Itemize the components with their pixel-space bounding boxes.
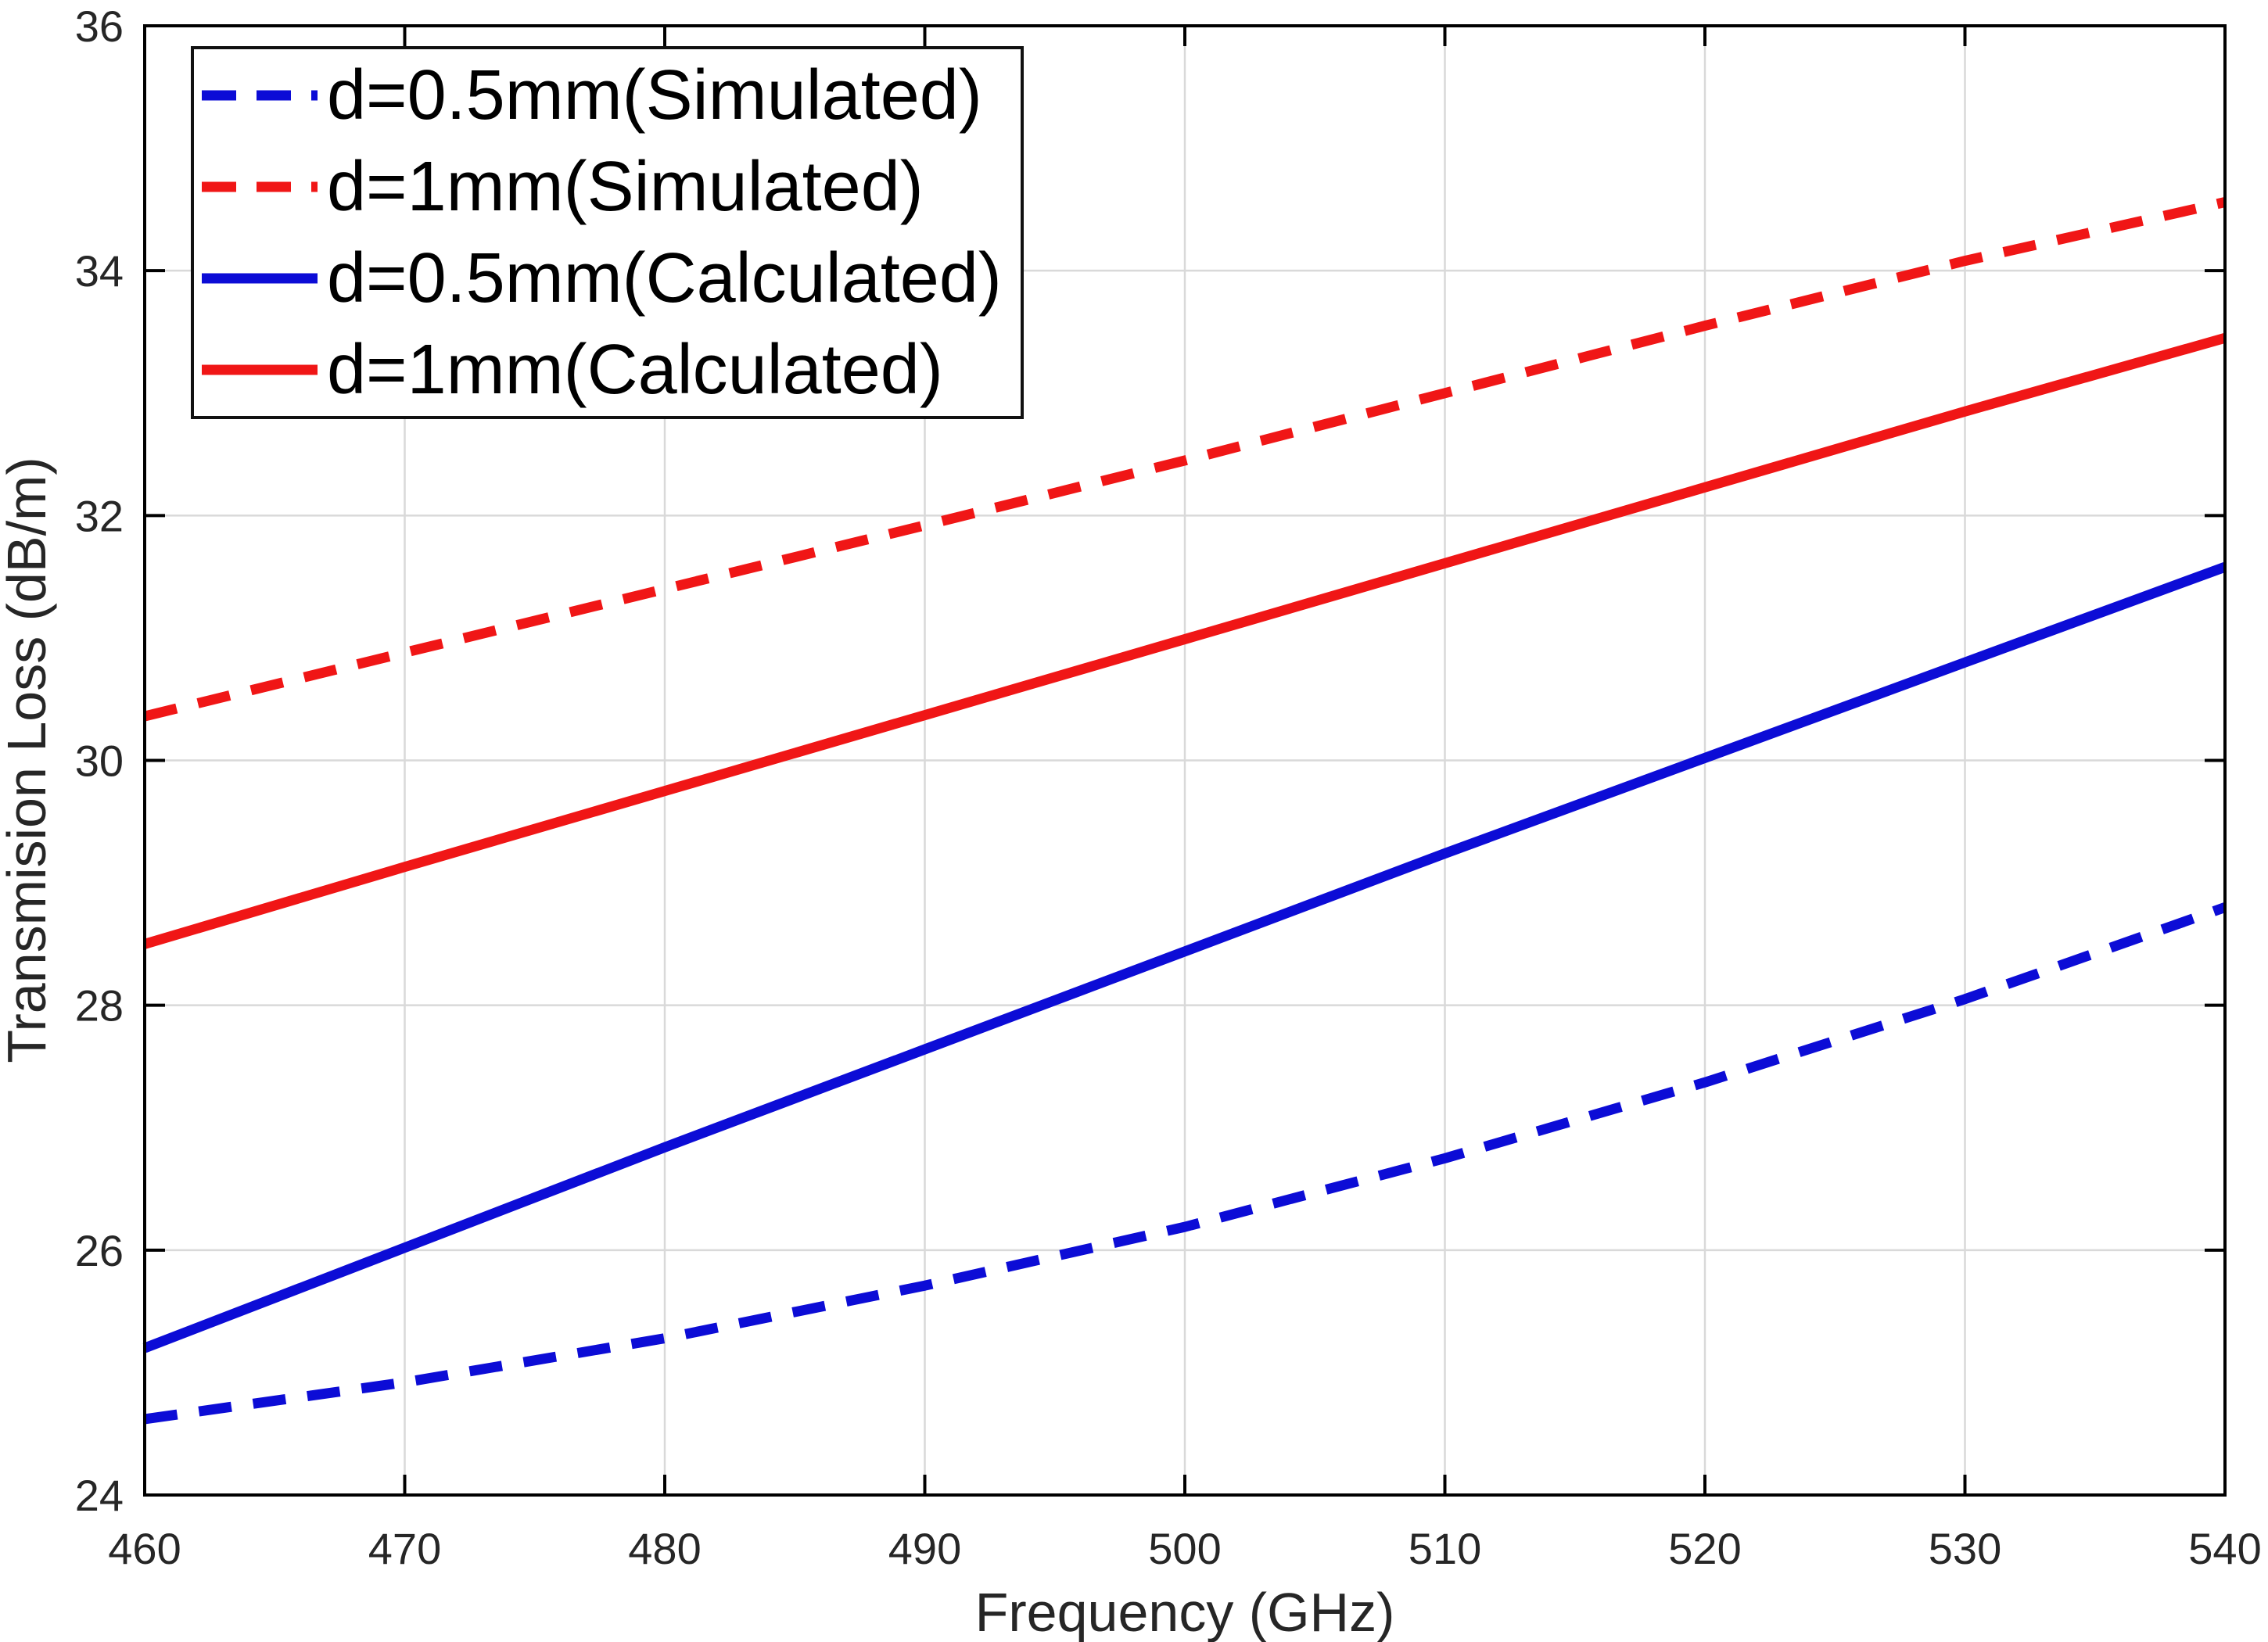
series-layer [142,197,2227,1425]
x-tick-label: 470 [368,1524,441,1573]
y-tick-label: 28 [75,981,124,1031]
legend: d=0.5mm(Simulated) d=1mm(Simulated) d=0.5m… [191,46,1024,419]
x-tick-label: 530 [1929,1524,2001,1573]
legend-line-sample-icon [202,364,318,375]
legend-line-sample-icon [202,90,318,101]
legend-item: d=0.5mm(Calculated) [194,233,1021,324]
x-tick-label: 510 [1409,1524,1481,1573]
series-line-d=0.5mm(Calculated) [142,561,2227,1353]
legend-line-sample-icon [202,273,318,284]
x-tick-label: 460 [108,1524,181,1573]
y-tick-label: 26 [75,1226,124,1275]
legend-item-label: d=0.5mm(Calculated) [327,239,1002,318]
x-tick-label: 500 [1148,1524,1221,1573]
tick-label-layer: 460 470 480 490 500 510 520 530 540 24 26 28 30 32 34 3… [75,2,2262,1573]
x-tick-label: 540 [2188,1524,2261,1573]
series-line-d=1mm(Calculated) [143,333,2227,949]
legend-item: d=0.5mm(Simulated) [194,49,1021,141]
legend-item-label: d=0.5mm(Simulated) [327,56,982,134]
x-axis-title: Frequency (GHz) [975,1582,1395,1642]
y-tick-label: 34 [75,246,124,296]
series-line-d=0.5mm(Simulated) [144,902,2227,1425]
y-tick-label: 32 [75,491,124,540]
x-tick-label: 520 [1668,1524,1741,1573]
legend-item-label: d=1mm(Calculated) [327,331,943,410]
axis-layer [143,24,2227,1497]
y-tick-label: 30 [75,737,124,786]
y-tick-label: 36 [75,2,124,51]
legend-item: d=1mm(Calculated) [194,324,1021,416]
legend-item-label: d=1mm(Simulated) [327,147,924,226]
x-tick-label: 490 [888,1524,961,1573]
x-tick-label: 480 [628,1524,701,1573]
series-line-d=1mm(Simulated) [143,197,2227,722]
legend-line-sample-icon [202,181,318,192]
y-tick-label: 24 [75,1471,124,1520]
legend-item: d=1mm(Simulated) [194,141,1021,232]
y-axis-title: Transmision Loss (dB/m) [0,457,57,1063]
